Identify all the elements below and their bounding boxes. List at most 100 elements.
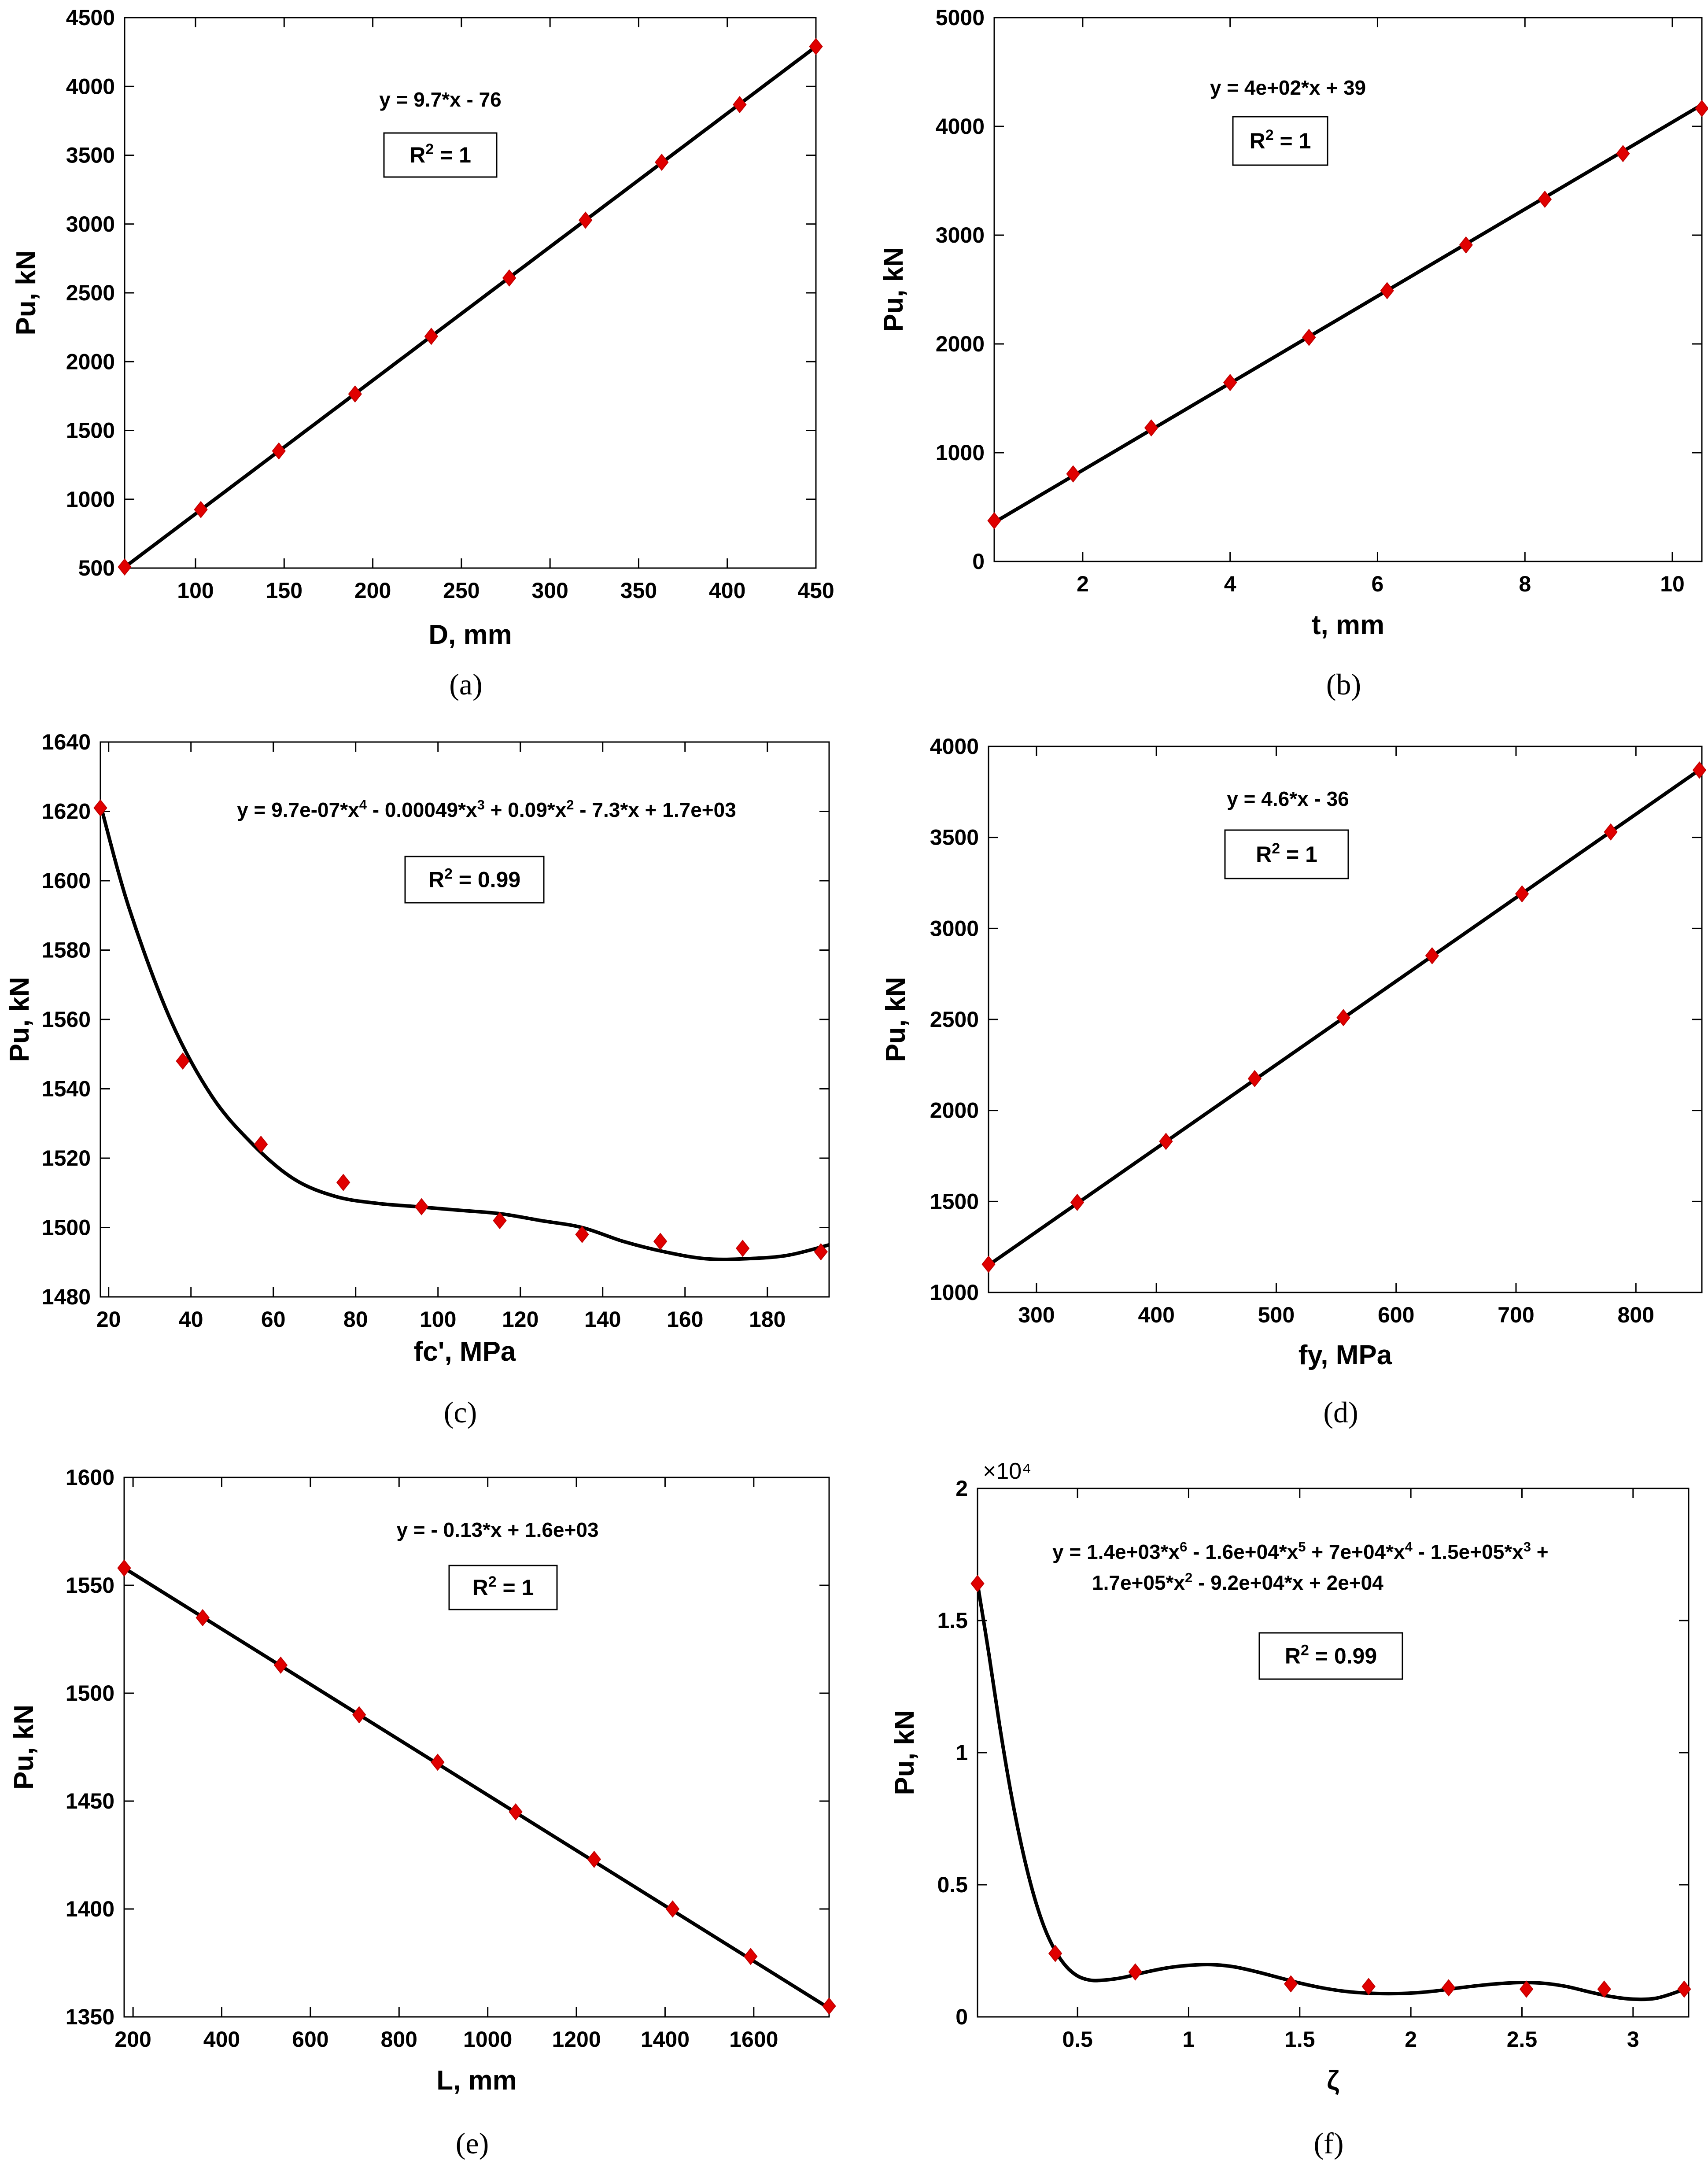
x-tick-label: 6 xyxy=(1372,572,1384,596)
plot-frame xyxy=(123,1477,830,2018)
regression-equation: y = 1.4e+03*x6 - 1.6e+04*x5 + 7e+04*x4 -… xyxy=(1052,1539,1549,1564)
x-axis-label: L, mm xyxy=(436,2065,517,2096)
data-point xyxy=(1361,1978,1376,1995)
y-tick-label: 4500 xyxy=(66,5,115,30)
r-squared-value: R2 = 1 xyxy=(472,1573,534,1600)
y-tick-label: 1600 xyxy=(66,1465,114,1490)
y-tick-label: 1560 xyxy=(42,1007,91,1032)
x-tick-label: 800 xyxy=(1618,1303,1654,1327)
x-axis-label: fc', MPa xyxy=(414,1337,516,1367)
x-axis-label: D, mm xyxy=(428,620,512,650)
chart-panel-2: 2 4 6 8 10 0 1000 2000 3000 4000 5000 t, mm Pu, kN y … xyxy=(878,5,1708,701)
data-point xyxy=(1604,823,1618,841)
y-tick-label: 1500 xyxy=(66,1681,114,1706)
x-tick-label: 400 xyxy=(203,2027,240,2052)
r-squared-box xyxy=(1258,1632,1403,1680)
y-axis-label: Pu, kN xyxy=(881,977,911,1062)
y-tick-label: 4000 xyxy=(66,74,115,99)
x-tick-label: 800 xyxy=(381,2027,417,2052)
data-point xyxy=(1442,1979,1456,1997)
r-squared-value: R2 = 1 xyxy=(1250,127,1311,153)
data-point xyxy=(1066,465,1080,483)
x-tick-label: 120 xyxy=(502,1307,539,1332)
y-tick-label: 2 xyxy=(955,1476,968,1501)
y-tick-label: 1000 xyxy=(930,1280,979,1305)
fit-curve xyxy=(123,45,817,569)
y-tick-label: 3500 xyxy=(930,825,979,850)
data-point xyxy=(653,1233,668,1250)
y-tick-label: 1000 xyxy=(66,487,115,512)
y-tick-label: 1620 xyxy=(42,799,91,824)
y-tick-label: 0 xyxy=(972,549,985,574)
y-tick-label: 500 xyxy=(78,556,115,580)
y-tick-label: 1520 xyxy=(42,1146,91,1170)
panel-label: (e) xyxy=(456,2127,489,2160)
regression-equation: y = 9.7e-07*x4 - 0.00049*x3 + 0.09*x2 - … xyxy=(237,797,736,822)
x-tick-label: 100 xyxy=(420,1307,456,1332)
y-tick-label: 4000 xyxy=(936,114,985,139)
data-point xyxy=(809,38,823,55)
data-point xyxy=(1380,282,1394,299)
data-point xyxy=(733,96,747,114)
x-tick-label: 180 xyxy=(749,1307,786,1332)
data-point xyxy=(578,211,593,229)
y-tick-label: 4000 xyxy=(930,734,979,759)
x-tick-label: 400 xyxy=(709,578,745,603)
x-tick-label: 200 xyxy=(354,578,391,603)
data-point xyxy=(1425,947,1439,964)
x-tick-label: 600 xyxy=(292,2027,328,2052)
data-point xyxy=(735,1240,750,1257)
panel-label: (f) xyxy=(1314,2127,1344,2160)
y-tick-label: 1580 xyxy=(42,938,91,963)
data-point xyxy=(414,1198,429,1215)
data-point xyxy=(970,1575,985,1592)
y-tick-label: 3000 xyxy=(930,916,979,941)
x-tick-label: 350 xyxy=(620,578,657,603)
x-tick-label: 2 xyxy=(1405,2027,1417,2052)
regression-equation: y = 4.6*x - 36 xyxy=(1227,787,1349,810)
regression-equation: y = 4e+02*x + 39 xyxy=(1210,76,1366,99)
r-squared-box xyxy=(383,132,498,178)
y-tick-label: 1 xyxy=(955,1740,968,1765)
r-squared-box xyxy=(1224,829,1349,879)
data-point xyxy=(1459,236,1473,254)
data-point xyxy=(117,1559,131,1577)
y-tick-label: 1600 xyxy=(42,868,91,893)
y-tick-label: 1000 xyxy=(936,440,985,465)
data-point xyxy=(93,799,107,817)
x-tick-label: 1 xyxy=(1183,2027,1195,2052)
data-point xyxy=(1336,1009,1350,1026)
chart-panel-6: 0.5 1 1.5 2 2.5 3 0 0.5 1 1.5 2 ×10⁴ ζ Pu, kN y = 1.4e… xyxy=(889,1458,1691,2160)
regression-equation: y = - 0.13*x + 1.6e+03 xyxy=(396,1518,598,1541)
y-tick-label: 1450 xyxy=(66,1789,114,1813)
y-tick-label: 1500 xyxy=(930,1189,979,1214)
data-point xyxy=(575,1226,589,1243)
fit-curve xyxy=(123,1566,830,2010)
data-point xyxy=(1692,761,1707,779)
plot-frame xyxy=(993,17,1703,562)
data-point xyxy=(1070,1193,1085,1211)
y-tick-label: 3500 xyxy=(66,143,115,168)
data-point xyxy=(493,1212,507,1229)
data-point xyxy=(981,1255,996,1273)
x-tick-label: 3 xyxy=(1627,2027,1639,2052)
data-point xyxy=(424,328,439,345)
x-tick-label: 80 xyxy=(343,1307,368,1332)
x-tick-label: 40 xyxy=(179,1307,203,1332)
y-axis-label: Pu, kN xyxy=(11,251,41,336)
fit-curve xyxy=(993,103,1703,524)
x-tick-label: 450 xyxy=(797,578,834,603)
y-tick-label: 1500 xyxy=(42,1215,91,1240)
x-tick-label: 400 xyxy=(1138,1303,1174,1327)
r-squared-box xyxy=(1232,116,1328,166)
x-tick-label: 2.5 xyxy=(1507,2027,1538,2052)
data-point xyxy=(118,558,132,576)
data-point xyxy=(254,1135,268,1153)
chart-panel-4: 300 400 500 600 700 800 1000 1500 2000 2500 3000 35… xyxy=(881,734,1707,1429)
panel-label: (a) xyxy=(449,668,482,701)
y-tick-label: 1550 xyxy=(66,1573,114,1598)
data-point xyxy=(1048,1945,1062,1962)
x-tick-label: 4 xyxy=(1224,572,1236,596)
y-tick-label: 1480 xyxy=(42,1285,91,1309)
